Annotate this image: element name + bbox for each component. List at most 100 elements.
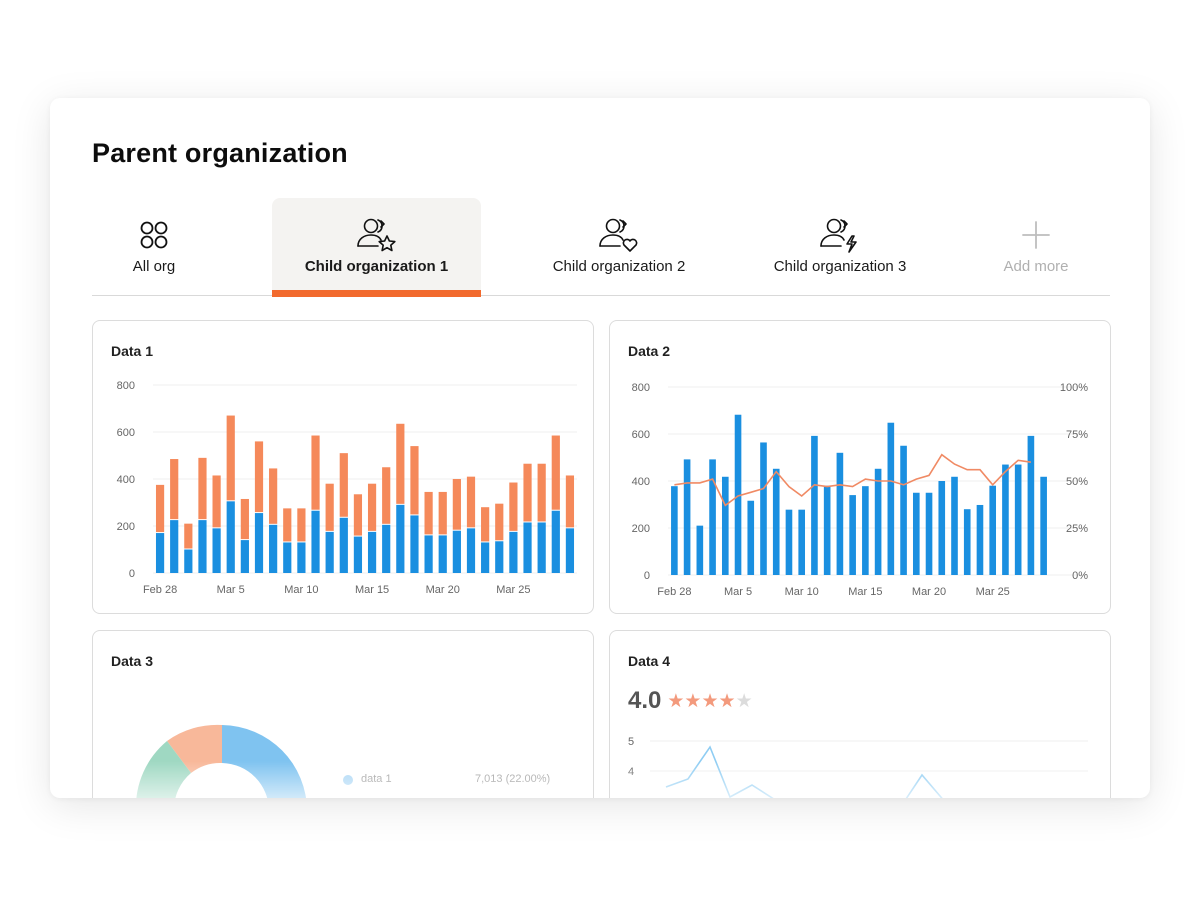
- rating-value: 4.0: [628, 687, 662, 714]
- bar-series-1: [438, 535, 447, 573]
- bar-series-2: [339, 453, 348, 517]
- bar: [785, 509, 793, 575]
- tab-add-more[interactable]: Add more: [982, 198, 1090, 296]
- bar: [823, 485, 831, 575]
- bar-series-2: [198, 457, 207, 520]
- bar-series-1: [452, 530, 461, 573]
- bar-series-2: [184, 523, 193, 549]
- bar-series-1: [254, 513, 264, 573]
- bar-series-2: [396, 423, 405, 504]
- x-tick-label: Mar 15: [848, 586, 882, 598]
- panel-title: Data 1: [111, 343, 154, 359]
- bar: [862, 486, 869, 575]
- tabs-divider: [92, 295, 1110, 296]
- bar-series-1: [283, 542, 292, 573]
- x-tick-label: Feb 28: [657, 586, 691, 598]
- bar: [1040, 476, 1047, 575]
- bar-series-1: [410, 515, 419, 573]
- bar-series-2: [424, 491, 433, 535]
- bar-series-2: [353, 494, 363, 536]
- stacked-bar-chart: 0 200 400 600 800 Feb 28 Mar 5 Mar 10 Mar 15 Mar …: [117, 380, 577, 596]
- y-tick-label: 400: [632, 476, 650, 488]
- bar-series-1: [339, 517, 348, 573]
- bar: [760, 442, 767, 575]
- bar-series-2: [212, 475, 221, 528]
- bar-series-1: [198, 520, 207, 573]
- bar-series-1: [297, 542, 306, 573]
- bar-series-1: [325, 531, 334, 573]
- bar: [683, 459, 691, 575]
- star-icon: ★: [684, 690, 702, 712]
- bar: [874, 468, 882, 575]
- tab-child-organization-1[interactable]: Child organization 1: [272, 198, 481, 297]
- y-tick-label: 800: [117, 380, 135, 392]
- y2-tick-label: 75%: [1066, 429, 1088, 441]
- tab-label: Child organization 3: [773, 258, 907, 275]
- bar-series-2: [481, 507, 490, 542]
- bar-series-2: [325, 483, 334, 531]
- line-series: [674, 453, 1032, 507]
- donut-slice-1: [222, 725, 306, 798]
- bar: [798, 509, 806, 575]
- bar: [747, 500, 755, 575]
- bar-series-1: [184, 549, 193, 573]
- bar: [849, 495, 856, 575]
- page-title: Parent organization: [92, 138, 348, 168]
- line-chart: 45: [628, 736, 1088, 798]
- x-tick-label: Mar 25: [976, 586, 1010, 598]
- bar-series-2: [155, 484, 165, 533]
- bar-series-1: [240, 540, 249, 573]
- bar-series-2: [438, 491, 447, 535]
- y2-tick-label: 25%: [1066, 523, 1088, 535]
- y2-tick-label: 0%: [1072, 570, 1088, 582]
- bar-series-2: [495, 503, 504, 541]
- bar-series-2: [254, 441, 264, 513]
- bar-line-chart: 0 0% 200 25% 400 50% 600 75% 800 100% Feb 28 Mar 5 M…: [632, 382, 1089, 598]
- tab-child-organization-3[interactable]: Child organization 3: [757, 198, 923, 296]
- bar-series-1: [537, 522, 546, 573]
- x-tick-label: Mar 5: [724, 586, 752, 598]
- bar: [912, 492, 920, 575]
- bar-series-1: [382, 524, 391, 573]
- legend-label: data 1: [361, 773, 392, 785]
- y-tick-label: 600: [632, 429, 650, 441]
- star-rating: ★ ★ ★ ★ ★: [667, 692, 752, 711]
- bar-series-1: [495, 541, 504, 573]
- bar: [1014, 464, 1022, 575]
- bar-series-2: [509, 482, 518, 531]
- y-tick-label: 4: [628, 766, 634, 778]
- bar: [976, 504, 984, 575]
- bar-series-1: [226, 501, 235, 573]
- bar-series-2: [269, 468, 278, 524]
- panel-title: Data 3: [111, 653, 154, 669]
- bar-series-2: [170, 459, 179, 520]
- bar-series-1: [396, 504, 405, 573]
- panel-title: Data 2: [628, 343, 671, 359]
- x-tick-label: Mar 10: [785, 586, 819, 598]
- y-tick-label: 200: [632, 523, 650, 535]
- y-tick-label: 5: [628, 736, 634, 748]
- tab-child-organization-2[interactable]: Child organization 2: [537, 198, 701, 296]
- bar-series-2: [283, 508, 292, 542]
- bar-series-2: [297, 508, 306, 542]
- bar-series-1: [367, 531, 377, 573]
- bar-series-2: [311, 435, 320, 510]
- bar-series-1: [311, 510, 320, 573]
- bar-series-1: [509, 531, 518, 573]
- bar: [772, 468, 780, 575]
- bar: [836, 452, 844, 575]
- bar-series-2: [452, 479, 461, 530]
- bar-series-1: [551, 510, 560, 573]
- tab-all-org[interactable]: All org: [92, 198, 216, 296]
- bar: [734, 414, 742, 575]
- star-icon: ★: [701, 690, 719, 712]
- bar: [1002, 464, 1009, 575]
- bar: [900, 445, 907, 575]
- bar-series-1: [565, 528, 575, 573]
- panel-data-2: Data 2 0 0% 200 25% 400 50% 600 75% 800 100% Feb 2…: [609, 320, 1111, 614]
- bar-series-1: [466, 528, 476, 573]
- org-tabs: All org Child organization 1: [92, 198, 1110, 297]
- bar: [671, 486, 678, 575]
- star-icon: ★: [667, 690, 685, 712]
